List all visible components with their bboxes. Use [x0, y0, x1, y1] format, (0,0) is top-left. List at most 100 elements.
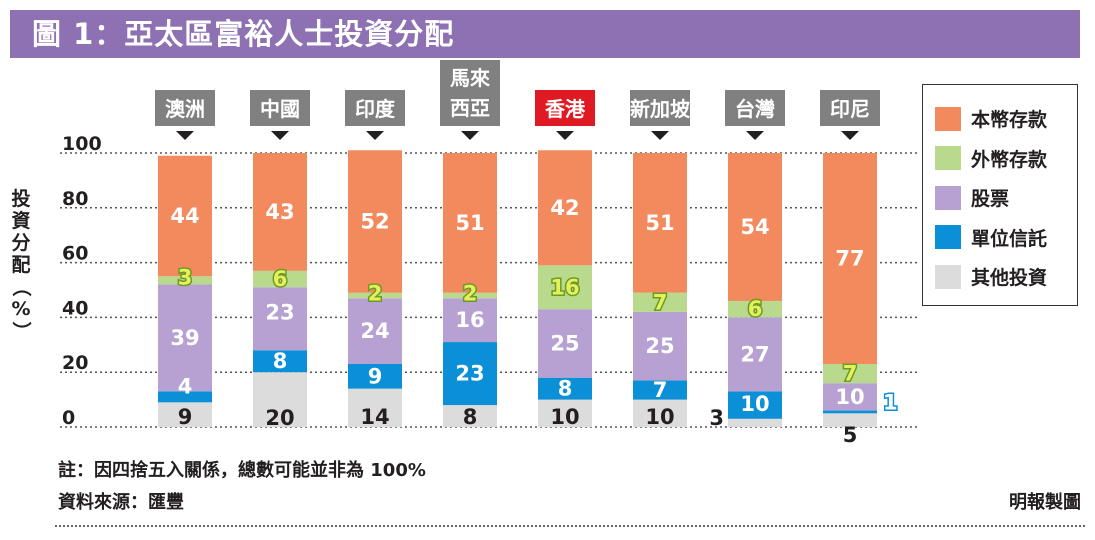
legend-swatch — [935, 146, 961, 171]
legend-item: 本幣存款 — [935, 99, 1077, 139]
data-label: 8 — [273, 349, 288, 373]
bar-segment-foreign-deposit — [728, 300, 782, 318]
data-label: 10 — [645, 405, 674, 429]
category-tag — [250, 90, 310, 126]
data-label: 16 — [550, 275, 579, 299]
category-label: 中國 — [260, 97, 300, 121]
data-label: 25 — [645, 334, 674, 358]
data-label: 3 — [178, 265, 193, 289]
data-label: 10 — [835, 385, 864, 409]
y-axis-label-char: （ — [10, 277, 32, 297]
bar-segment-unit-trust — [823, 410, 877, 414]
data-label: 8 — [463, 405, 478, 429]
y-tick-label: 40 — [62, 297, 88, 319]
y-tick-label: 60 — [62, 243, 88, 265]
y-axis-label: 投資分配（%） — [6, 188, 36, 342]
data-label: 4 — [178, 374, 193, 398]
pointer-arrow — [461, 131, 479, 140]
bar-segment-local-deposit — [253, 153, 307, 271]
data-label: 10 — [550, 405, 579, 429]
data-label: 5 — [843, 423, 858, 447]
data-label: 51 — [455, 211, 484, 235]
bar-segment-stocks — [538, 309, 592, 378]
data-label: 51 — [645, 211, 674, 235]
bar-segment-unit-trust — [253, 350, 307, 373]
y-axis-label-char: ） — [10, 321, 32, 341]
bar-segment-stocks — [728, 317, 782, 392]
legend-label: 單位信託 — [971, 227, 1048, 250]
bar-segment-foreign-deposit — [443, 292, 497, 299]
category-tag — [155, 90, 215, 126]
bar-segment-other — [253, 372, 307, 427]
data-label: 39 — [170, 326, 199, 350]
data-label: 2 — [368, 282, 383, 306]
data-label: 7 — [843, 362, 858, 386]
legend-swatch — [935, 225, 961, 250]
y-tick-label: 0 — [62, 407, 75, 429]
chart-title: 圖 1：亞太區富裕人士投資分配 — [32, 17, 455, 51]
bar-segment-other — [728, 418, 782, 427]
data-label: 2 — [463, 282, 478, 306]
category-label: 西亞 — [450, 96, 490, 120]
pointer-arrow — [746, 131, 764, 140]
data-label: 7 — [653, 290, 668, 314]
y-tick-label: 100 — [62, 133, 102, 155]
bar-segment-unit-trust — [633, 380, 687, 400]
bar-segment-local-deposit — [538, 150, 592, 266]
bar-segment-foreign-deposit — [348, 292, 402, 299]
title-bar: 圖 1：亞太區富裕人士投資分配 — [10, 10, 1080, 58]
category-label: 印度 — [355, 97, 396, 121]
stacked-bar-chart: 0204060801009439344208236431492425282316… — [60, 60, 918, 447]
category-label: 台灣 — [735, 97, 775, 121]
y-axis-label-char: 資 — [11, 210, 31, 232]
bar-segment-local-deposit — [823, 153, 877, 364]
bar-segment-other — [348, 388, 402, 427]
data-label: 14 — [360, 405, 389, 429]
data-label: 25 — [550, 331, 579, 355]
bar-segment-local-deposit — [633, 153, 687, 293]
data-label: 42 — [550, 196, 579, 220]
legend-label: 外幣存款 — [971, 148, 1048, 171]
legend: 本幣存款 外幣存款 股票 單位信託 其他投資 — [922, 84, 1078, 306]
bar-segment-stocks — [253, 287, 307, 351]
data-label: 20 — [265, 406, 294, 430]
bar-segment-stocks — [443, 298, 497, 343]
bar-segment-unit-trust — [348, 363, 402, 389]
data-label: 23 — [455, 362, 484, 386]
bar-segment-local-deposit — [348, 150, 402, 293]
legend-swatch — [935, 264, 961, 289]
bar-segment-foreign-deposit — [158, 276, 212, 285]
bar-segment-foreign-deposit — [538, 265, 592, 310]
data-label: 24 — [360, 319, 389, 343]
bar-segment-stocks — [823, 383, 877, 411]
y-axis-label-char: 投 — [11, 188, 31, 210]
data-label: 54 — [740, 215, 769, 239]
footnote-source: 資料來源：匯豐 — [58, 492, 184, 513]
data-label: 23 — [265, 300, 294, 324]
data-label: 16 — [455, 308, 484, 332]
data-label: 3 — [709, 406, 724, 430]
bar-segment-stocks — [158, 284, 212, 392]
bar-segment-foreign-deposit — [633, 292, 687, 312]
category-label: 澳洲 — [165, 97, 205, 121]
legend-item: 外幣存款 — [935, 139, 1077, 179]
bar-segment-other — [158, 402, 212, 427]
data-label: 52 — [360, 210, 389, 234]
pointer-arrow — [176, 131, 194, 140]
bar-segment-foreign-deposit — [823, 363, 877, 384]
category-tag — [630, 90, 690, 126]
bar-segment-local-deposit — [158, 155, 212, 277]
data-label: 8 — [558, 377, 573, 401]
data-label: 7 — [653, 378, 668, 402]
pointer-arrow — [841, 131, 859, 140]
bar-segment-local-deposit — [728, 153, 782, 301]
bar-segment-local-deposit — [443, 153, 497, 293]
category-label: 印尼 — [830, 97, 870, 121]
legend-item: 單位信託 — [935, 218, 1077, 258]
category-label: 新加坡 — [630, 97, 691, 121]
y-tick-label: 80 — [62, 188, 88, 210]
data-label: 43 — [265, 200, 294, 224]
category-label: 馬來 — [450, 66, 490, 90]
credit: 明報製圖 — [1009, 492, 1081, 513]
pointer-arrow — [651, 131, 669, 140]
